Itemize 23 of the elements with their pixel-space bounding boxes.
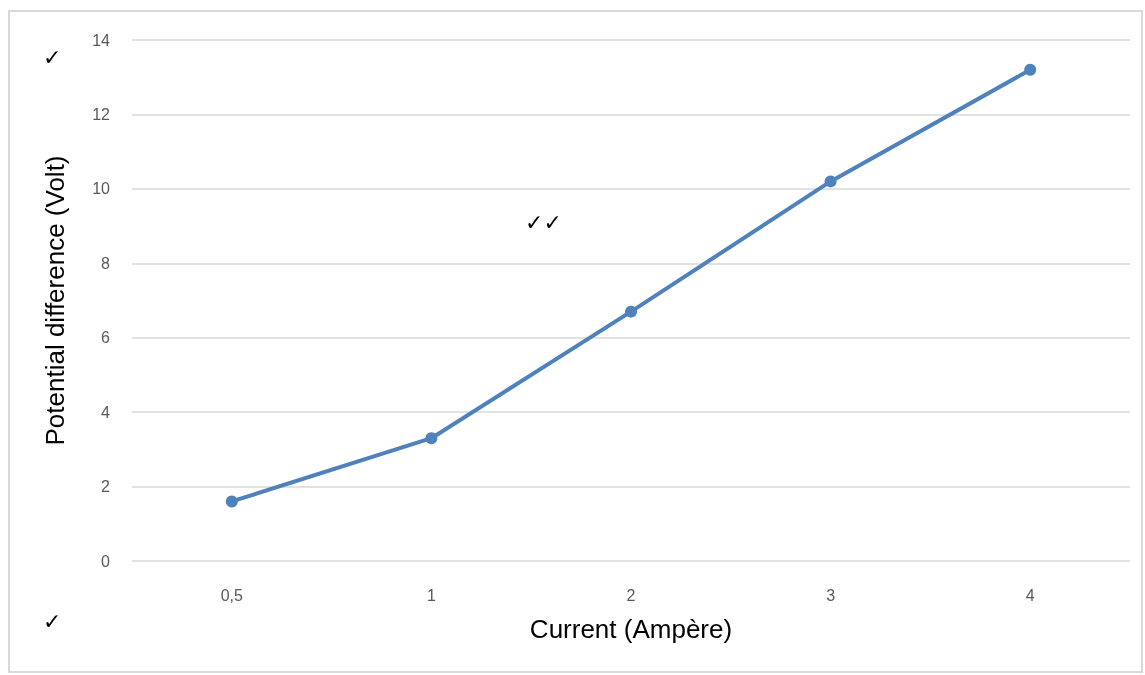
point (824, 175, 837, 188)
point (425, 432, 438, 445)
y-tick-label: 12 (92, 105, 111, 123)
y-tick-label: 2 (101, 478, 111, 496)
text: ✓ (43, 608, 62, 634)
y-tick-label: 8 (101, 254, 111, 272)
x-tick-label: 4 (1025, 586, 1035, 604)
y-tick-label: 6 (101, 329, 111, 347)
text: ✓ (43, 44, 62, 70)
point (625, 305, 637, 318)
y-axis-title: Potential difference (Volt) (40, 155, 70, 446)
x-tick-label: 3 (826, 586, 836, 604)
y-tick-label: 10 (92, 180, 111, 198)
point (225, 495, 238, 508)
y-tick-label: 14 (92, 31, 111, 49)
y-tick-label: 0 (101, 552, 111, 570)
x-tick-label: 0,5 (220, 586, 244, 604)
annotation: ✓✓ (525, 209, 562, 235)
y-tick-label: 4 (101, 403, 111, 421)
x-tick-label: 2 (626, 586, 636, 604)
x-tick-label: 1 (426, 586, 436, 604)
x-axis-title: Current (Ampère) (529, 614, 733, 644)
point (1024, 63, 1037, 76)
